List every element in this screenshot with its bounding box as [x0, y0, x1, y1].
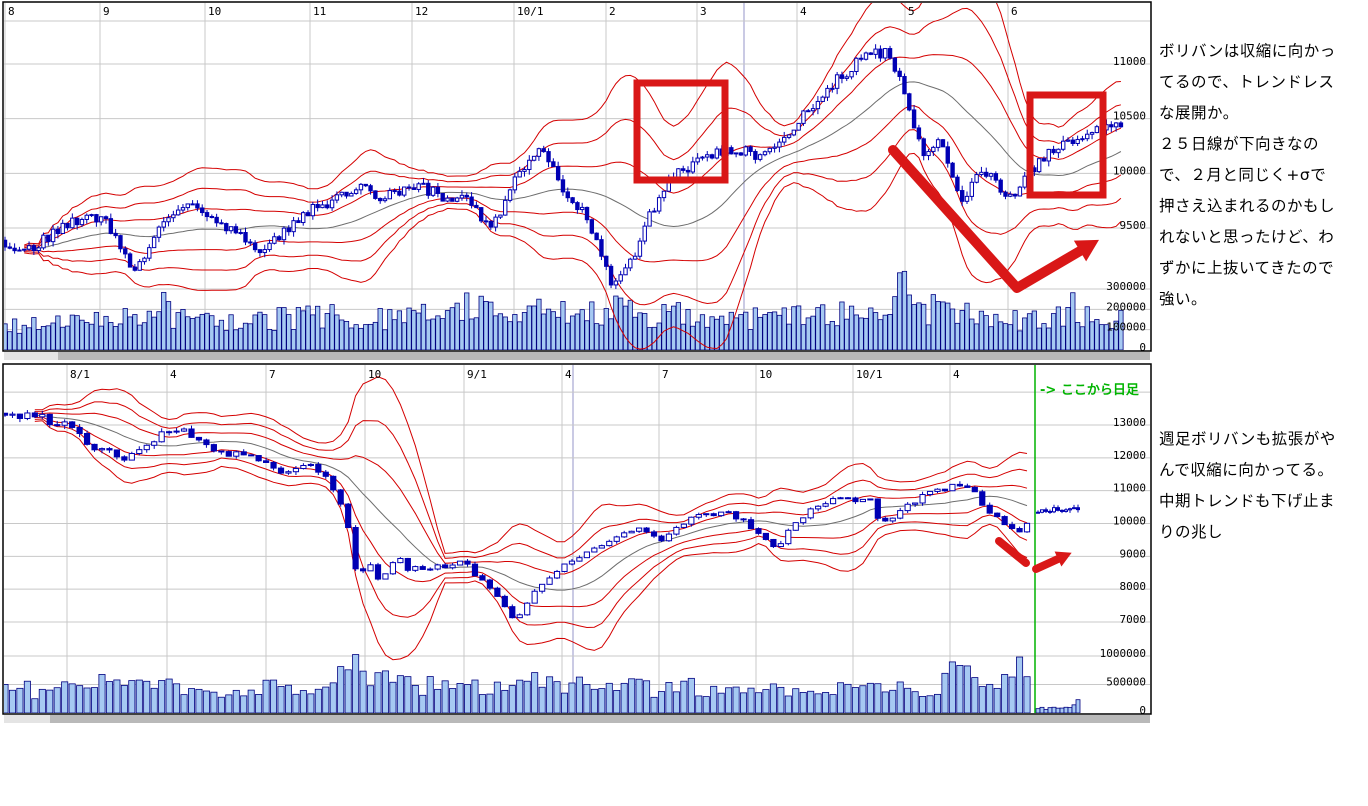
weekly-chart-note: 週足ボリバンも拡張がや んで収縮に向かってる。 中期トレンドも下げ止ま りの兆し	[1159, 424, 1368, 548]
note-line: 中期トレンドも下げ止ま	[1159, 492, 1336, 510]
weekly-chart-hscrollbar-thumb[interactable]	[4, 715, 50, 723]
red-arrow-3	[1032, 555, 1062, 573]
svg-text:4: 4	[800, 5, 807, 18]
red-highlight-box-1	[633, 79, 729, 184]
note-line: ボリバンは収縮に向かっ	[1159, 42, 1336, 60]
svg-text:8/1: 8/1	[70, 368, 90, 381]
note-line: れないと思ったけど、わ	[1159, 228, 1335, 246]
svg-text:10: 10	[368, 368, 381, 381]
red-arrow-head-3	[1054, 551, 1072, 567]
svg-text:10000: 10000	[1113, 164, 1146, 177]
svg-text:500000: 500000	[1106, 676, 1146, 689]
svg-text:7: 7	[269, 368, 276, 381]
note-line: ずかに上抜いてきたので	[1159, 259, 1335, 277]
weekly-chart-hscrollbar[interactable]	[4, 715, 1150, 723]
red-arrow-1	[888, 145, 1085, 293]
note-line: な展開か。	[1159, 104, 1239, 122]
svg-text:4: 4	[170, 368, 177, 381]
svg-text:2: 2	[609, 5, 616, 18]
svg-text:6: 6	[1011, 5, 1018, 18]
svg-text:0: 0	[1139, 341, 1146, 354]
note-line: 押さえ込まれるのかもし	[1159, 197, 1336, 215]
svg-text:7000: 7000	[1120, 613, 1147, 626]
daily-chart: 8 9 10 11 12 10/1 2 3 4 5 6 11000 10500 10000 9500 3000…	[2, 1, 1152, 360]
svg-text:11000: 11000	[1113, 482, 1146, 495]
svg-text:9/1: 9/1	[467, 368, 487, 381]
note-line: 週足ボリバンも拡張がや	[1159, 430, 1336, 448]
svg-text:10/1: 10/1	[517, 5, 544, 18]
note-line: んで収縮に向かってる。	[1159, 461, 1334, 479]
note-line: てるので、トレンドレス	[1159, 73, 1335, 91]
red-arrow-head-1	[1073, 239, 1099, 262]
daily-chart-hscrollbar[interactable]	[4, 352, 1150, 360]
svg-text:0: 0	[1139, 704, 1146, 717]
svg-text:1000000: 1000000	[1100, 647, 1146, 660]
svg-text:9: 9	[103, 5, 110, 18]
note-line: ２５日線が下向きなの	[1159, 135, 1320, 153]
svg-text:8: 8	[8, 5, 15, 18]
svg-text:5: 5	[908, 5, 915, 18]
red-annotations	[633, 79, 1107, 573]
svg-text:10000: 10000	[1113, 515, 1146, 528]
red-highlight-box-2	[1026, 91, 1107, 199]
note-line: で、２月と同じく+σで	[1159, 166, 1327, 184]
note-line: りの兆し	[1159, 523, 1224, 541]
daily-chart-note: ボリバンは収縮に向かっ てるので、トレンドレス な展開か。 ２５日線が下向きなの で、２…	[1159, 36, 1368, 315]
svg-text:10: 10	[208, 5, 221, 18]
weekly-chart: 8/1 4 7 10 9/1 4 7 10 10/1 4 13000 12000 11000 10000 9…	[2, 363, 1152, 723]
svg-text:9000: 9000	[1120, 547, 1147, 560]
svg-text:10/1: 10/1	[856, 368, 883, 381]
note-line: 強い。	[1159, 290, 1208, 308]
svg-text:7: 7	[662, 368, 669, 381]
svg-text:100000: 100000	[1106, 321, 1146, 334]
svg-text:11000: 11000	[1113, 55, 1146, 68]
svg-text:200000: 200000	[1106, 300, 1146, 313]
svg-text:4: 4	[565, 368, 572, 381]
red-arrow-2	[995, 537, 1030, 567]
svg-text:10500: 10500	[1113, 110, 1146, 123]
weekly-chart-plot	[4, 376, 1081, 713]
svg-text:9500: 9500	[1120, 219, 1147, 232]
svg-text:4: 4	[953, 368, 960, 381]
daily-chart-hscrollbar-thumb[interactable]	[4, 352, 58, 360]
svg-text:12000: 12000	[1113, 449, 1146, 462]
svg-text:3: 3	[700, 5, 707, 18]
svg-text:11: 11	[313, 5, 326, 18]
svg-text:12: 12	[415, 5, 428, 18]
svg-text:10: 10	[759, 368, 772, 381]
daily-switch-label: -> ここから日足	[1040, 383, 1139, 398]
daily-chart-plot	[4, 3, 1124, 350]
svg-text:13000: 13000	[1113, 416, 1146, 429]
svg-text:300000: 300000	[1106, 280, 1146, 293]
svg-text:8000: 8000	[1120, 580, 1147, 593]
